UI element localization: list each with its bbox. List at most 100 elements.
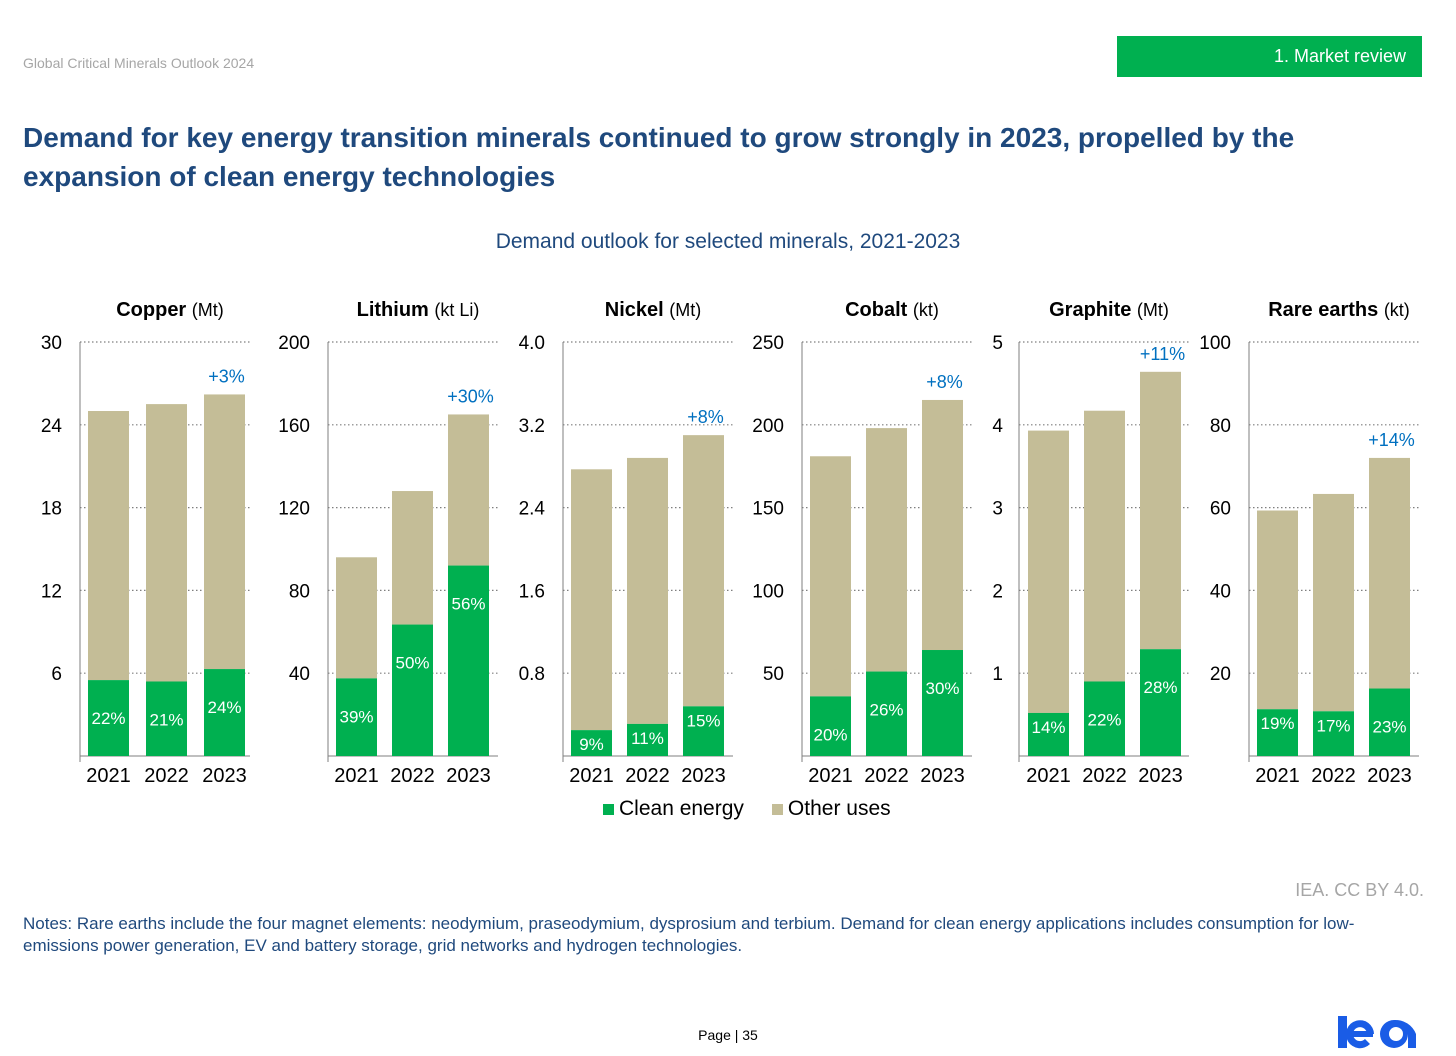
copper-share-label-2022: 21% <box>149 710 183 729</box>
nickel-category-label-2021: 2021 <box>569 765 614 787</box>
graphite-bar-other-2022 <box>1084 410 1125 682</box>
copper-panel-name: Copper <box>116 299 192 321</box>
copper-share-label-2021: 22% <box>91 709 125 728</box>
iea-logo <box>1338 1016 1416 1049</box>
cobalt-category-label-2022: 2022 <box>864 765 909 787</box>
rare-earths-tick-label: 100 <box>1199 333 1231 354</box>
cobalt-panel-unit: (kt) <box>913 300 939 320</box>
graphite-panel-unit: (Mt) <box>1137 300 1169 320</box>
rare-earths-bar-other-2023 <box>1369 457 1410 689</box>
nickel-tick-label: 3.2 <box>519 416 545 437</box>
graphite-bar-clean-2021 <box>1028 712 1069 756</box>
cobalt-tick-label: 250 <box>752 333 784 354</box>
graphite-tick-label: 2 <box>992 581 1003 602</box>
lithium-tick-label: 160 <box>278 416 310 437</box>
nickel-bar-clean-2023 <box>683 706 724 756</box>
rare-earths-category-label-2021: 2021 <box>1255 765 1300 787</box>
lithium-share-label-2023: 56% <box>451 595 485 614</box>
graphite-tick-label: 4 <box>992 416 1003 437</box>
cobalt-tick-label: 200 <box>752 416 784 437</box>
section-tab[interactable]: 1. Market review <box>1117 36 1422 77</box>
lithium-category-label-2022: 2022 <box>390 765 435 787</box>
nickel-tick-label: 0.8 <box>519 664 545 685</box>
section-tab-label: 1. Market review <box>1273 46 1406 66</box>
nickel-tick-label: 1.6 <box>519 581 545 602</box>
cobalt-growth-label: +8% <box>926 372 963 392</box>
cobalt-category-label-2021: 2021 <box>808 765 853 787</box>
rare-earths-category-label-2022: 2022 <box>1311 765 1356 787</box>
graphite-growth-label: +11% <box>1140 344 1185 364</box>
lithium-tick-label: 200 <box>278 333 310 354</box>
copper-bar-other-2023 <box>204 394 245 670</box>
legend-item-clean-energy: Clean energy <box>603 797 744 821</box>
nickel-tick-label: 2.4 <box>519 499 546 520</box>
lithium-tick-label: 40 <box>289 664 310 685</box>
rare-earths-bar-clean-2021 <box>1257 709 1298 756</box>
rare-earths-growth-label: +14% <box>1368 430 1415 450</box>
copper-category-label-2022: 2022 <box>144 765 189 787</box>
lithium-tick-label: 80 <box>289 581 310 602</box>
lithium-bar-clean-2022 <box>392 624 433 756</box>
nickel-bar-clean-2021 <box>571 730 612 756</box>
cobalt-bar-other-2023 <box>922 399 963 651</box>
cobalt-panel-title: Cobalt (kt) <box>845 299 939 321</box>
chart-legend: Clean energy Other uses <box>603 797 891 821</box>
lithium-bar-other-2021 <box>336 557 377 679</box>
copper-panel-unit: (Mt) <box>192 300 224 320</box>
cobalt-tick-label: 100 <box>752 581 784 602</box>
rare-earths-share-label-2021: 19% <box>1260 714 1294 733</box>
lithium-share-label-2021: 39% <box>339 707 373 726</box>
lithium-panel-unit: (kt Li) <box>434 300 479 320</box>
rare-earths-tick-label: 80 <box>1210 416 1231 437</box>
legend-label-other-uses: Other uses <box>787 797 891 820</box>
graphite-category-label-2022: 2022 <box>1082 765 1127 787</box>
nickel-bar-other-2023 <box>683 435 724 707</box>
lithium-tick-label: 120 <box>278 499 310 520</box>
copper-bar-clean-2023 <box>204 669 245 756</box>
lithium-bar-clean-2023 <box>448 565 489 756</box>
chart-notes: Notes: Rare earths include the four magn… <box>23 914 1355 955</box>
graphite-category-label-2021: 2021 <box>1026 765 1071 787</box>
lithium-bar-other-2022 <box>392 491 433 625</box>
rare-earths-bar-other-2021 <box>1257 510 1298 710</box>
cobalt-bar-other-2021 <box>810 456 851 697</box>
nickel-bar-clean-2022 <box>627 723 668 756</box>
lithium-category-label-2023: 2023 <box>446 765 491 787</box>
rare-earths-panel-unit: (kt) <box>1384 300 1410 320</box>
copper-bar-other-2021 <box>88 411 129 681</box>
graphite-bar-other-2021 <box>1028 430 1069 713</box>
nickel-share-label-2022: 11% <box>631 729 664 748</box>
report-name: Global Critical Minerals Outlook 2024 <box>23 55 255 71</box>
lithium-bar-other-2023 <box>448 414 489 566</box>
copper-category-label-2021: 2021 <box>86 765 131 787</box>
cobalt-bar-clean-2021 <box>810 696 851 756</box>
rare-earths-share-label-2023: 23% <box>1372 718 1406 737</box>
graphite-tick-label: 1 <box>992 664 1003 685</box>
graphite-share-label-2021: 14% <box>1031 718 1065 737</box>
nickel-panel-unit: (Mt) <box>669 300 701 320</box>
copper-tick-label: 12 <box>41 581 62 602</box>
source-credit: IEA. CC BY 4.0. <box>1295 880 1424 900</box>
cobalt-share-label-2022: 26% <box>869 701 903 720</box>
cobalt-bar-clean-2022 <box>866 671 907 756</box>
nickel-category-label-2022: 2022 <box>625 765 670 787</box>
copper-bar-clean-2021 <box>88 680 129 756</box>
nickel-bar-other-2022 <box>627 457 668 724</box>
page-number: Page | 35 <box>698 1027 758 1043</box>
lithium-share-label-2022: 50% <box>395 654 429 673</box>
copper-panel-title: Copper (Mt) <box>116 299 224 321</box>
graphite-share-label-2022: 22% <box>1087 710 1121 729</box>
chart-title: Demand outlook for selected minerals, 20… <box>495 230 961 253</box>
copper-tick-label: 18 <box>41 499 62 520</box>
graphite-bar-other-2023 <box>1140 371 1181 650</box>
legend-swatch-clean-energy <box>603 803 614 815</box>
copper-bar-other-2022 <box>146 404 187 682</box>
rare-earths-tick-label: 40 <box>1210 581 1231 602</box>
nickel-share-label-2021: 9% <box>579 735 604 754</box>
graphite-tick-label: 5 <box>992 333 1003 354</box>
nickel-panel-name: Nickel <box>605 299 669 321</box>
copper-tick-label: 24 <box>41 416 63 437</box>
legend-item-other-uses: Other uses <box>771 797 891 821</box>
copper-share-label-2023: 24% <box>207 698 241 717</box>
graphite-tick-label: 3 <box>992 499 1003 520</box>
